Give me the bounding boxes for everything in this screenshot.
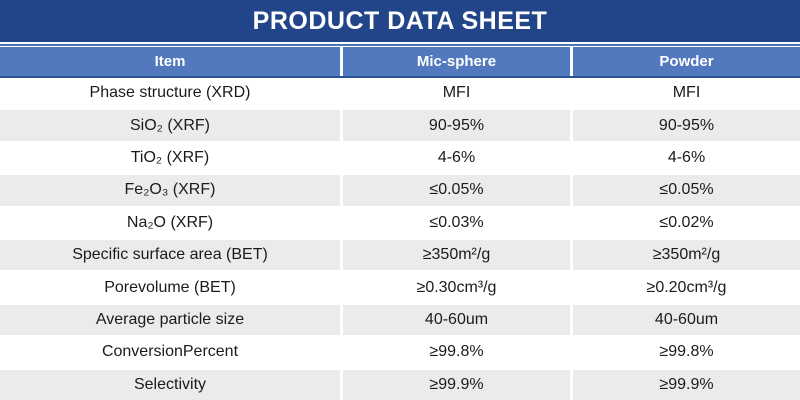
cell-powder: ≥99.8% — [570, 337, 800, 368]
cell-item: Selectivity — [133, 375, 207, 393]
table-row: Average particle size 40-60um 40-60um — [0, 304, 800, 338]
cell-mic-sphere: ≤0.05% — [340, 175, 570, 206]
table-row: Na₂O (XRF) ≤0.03% ≤0.02% — [0, 207, 800, 241]
cell-powder: MFI — [570, 78, 800, 109]
cell-powder: ≥0.20cm³/g — [570, 272, 800, 303]
title-bar: PRODUCT DATA SHEET — [0, 0, 800, 42]
column-header-mic-sphere: Mic-sphere — [340, 47, 570, 76]
cell-item: Phase structure (XRD) — [89, 84, 251, 102]
cell-item: SiO₂ (XRF) — [130, 116, 210, 134]
cell-item: Fe₂O₃ (XRF) — [124, 181, 216, 199]
cell-powder: ≥99.9% — [570, 369, 800, 400]
page-title: PRODUCT DATA SHEET — [252, 6, 548, 35]
cell-powder: 90-95% — [570, 110, 800, 141]
cell-powder: 40-60um — [570, 304, 800, 336]
cell-item: ConversionPercent — [101, 343, 239, 361]
cell-mic-sphere: ≥350m²/g — [340, 240, 570, 271]
table-body: Phase structure (XRD) MFI MFI SiO₂ (XRF) 90-… — [0, 78, 800, 400]
table-row: SiO₂ (XRF) 90-95% 90-95% — [0, 110, 800, 143]
table-row: Phase structure (XRD) MFI MFI — [0, 78, 800, 111]
cell-powder: 4-6% — [570, 142, 800, 174]
cell-mic-sphere: 4-6% — [340, 142, 570, 174]
cell-mic-sphere: ≥0.30cm³/g — [340, 272, 570, 303]
spec-table: Item Mic-sphere Powder Phase structure (… — [0, 47, 800, 400]
cell-item: Na₂O (XRF) — [126, 213, 214, 231]
cell-item: Specific surface area (BET) — [72, 246, 268, 264]
cell-mic-sphere: 40-60um — [340, 304, 570, 336]
table-row: TiO₂ (XRF) 4-6% 4-6% — [0, 142, 800, 176]
cell-mic-sphere: ≥99.8% — [340, 337, 570, 368]
column-header-powder: Powder — [570, 47, 800, 76]
cell-item: Porevolume (BET) — [104, 278, 236, 296]
separator-line — [0, 43, 800, 46]
table-row: Specific surface area (BET) ≥350m²/g ≥350m… — [0, 240, 800, 273]
table-header-row: Item Mic-sphere Powder — [0, 47, 800, 78]
cell-item: TiO₂ (XRF) — [130, 149, 210, 167]
column-header-item: Item — [154, 53, 186, 70]
cell-mic-sphere: ≤0.03% — [340, 207, 570, 239]
cell-powder: ≤0.05% — [570, 175, 800, 206]
cell-powder: ≤0.02% — [570, 207, 800, 239]
title-separator — [0, 42, 800, 47]
table-row: Fe₂O₃ (XRF) ≤0.05% ≤0.05% — [0, 175, 800, 208]
cell-mic-sphere: MFI — [340, 78, 570, 109]
cell-item: Average particle size — [95, 311, 245, 329]
cell-mic-sphere: ≥99.9% — [340, 369, 570, 400]
table-row: Selectivity ≥99.9% ≥99.9% — [0, 369, 800, 400]
cell-mic-sphere: 90-95% — [340, 110, 570, 141]
table-row: Porevolume (BET) ≥0.30cm³/g ≥0.20cm³/g — [0, 272, 800, 305]
table-row: ConversionPercent ≥99.8% ≥99.8% — [0, 337, 800, 370]
cell-powder: ≥350m²/g — [570, 240, 800, 271]
